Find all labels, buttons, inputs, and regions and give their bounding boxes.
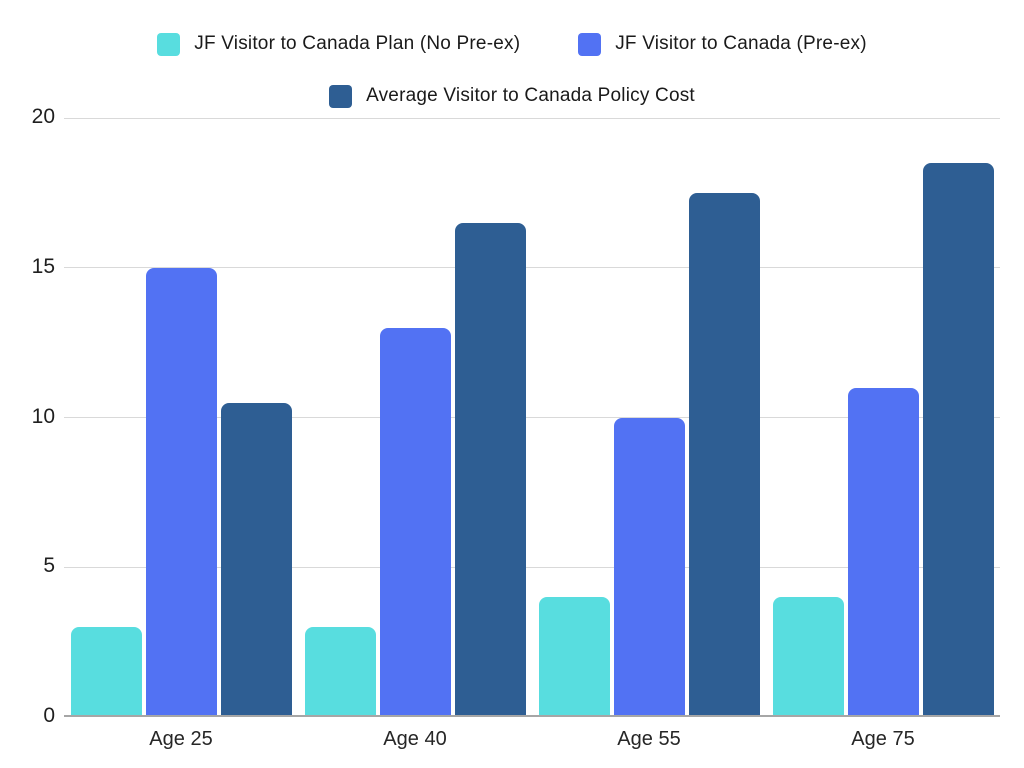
bar	[847, 387, 919, 717]
bar	[613, 417, 685, 717]
x-axis-labels: Age 25 Age 40 Age 55 Age 75	[64, 728, 1000, 751]
legend-swatch-average-icon	[329, 84, 353, 108]
plot-area	[64, 117, 1000, 717]
bar	[772, 597, 844, 717]
y-tick-label: 10	[31, 404, 55, 428]
legend-item-preex: JF Visitor to Canada (Pre-ex)	[578, 32, 867, 56]
bar	[538, 597, 610, 717]
bar	[70, 627, 142, 717]
y-axis-labels: 0 5 10 15 20	[0, 106, 55, 726]
bar-groups	[64, 118, 1000, 717]
bar	[379, 327, 451, 717]
bar	[220, 402, 292, 717]
gridline	[64, 417, 1000, 418]
legend-row-2: Average Visitor to Canada Policy Cost	[0, 82, 1024, 110]
x-tick-label: Age 40	[383, 728, 447, 750]
y-tick-label: 20	[31, 105, 55, 128]
gridline	[64, 267, 1000, 269]
gridline	[64, 566, 1000, 568]
x-tick-label: Age 75	[851, 728, 915, 750]
legend-label-no-preex: JF Visitor to Canada Plan (No Pre-ex)	[194, 33, 521, 54]
x-tick-label: Age 25	[149, 728, 213, 750]
bar	[454, 222, 526, 717]
y-tick-label: 0	[43, 704, 55, 727]
legend-label-preex: JF Visitor to Canada (Pre-ex)	[615, 33, 867, 54]
legend-item-no-preex: JF Visitor to Canada Plan (No Pre-ex)	[157, 32, 521, 56]
legend-swatch-no-preex-icon	[157, 32, 181, 56]
legend-row-1: JF Visitor to Canada Plan (No Pre-ex) JF…	[0, 30, 1024, 58]
y-tick-label: 5	[43, 554, 55, 578]
bar	[688, 192, 760, 717]
bar-group-age-25	[64, 118, 298, 717]
legend-swatch-preex-icon	[578, 32, 602, 56]
legend-item-average: Average Visitor to Canada Policy Cost	[329, 84, 695, 108]
bar-group-age-55	[532, 118, 766, 717]
bar	[304, 627, 376, 717]
bar	[922, 162, 994, 717]
chart-legend: JF Visitor to Canada Plan (No Pre-ex) JF…	[0, 30, 1024, 110]
x-tick-label: Age 55	[617, 728, 681, 750]
bar-group-age-75	[766, 118, 1000, 717]
legend-label-average: Average Visitor to Canada Policy Cost	[366, 85, 695, 106]
y-tick-label: 15	[31, 254, 55, 278]
x-axis-line	[64, 715, 1000, 717]
bar	[145, 267, 217, 717]
bar-group-age-40	[298, 118, 532, 717]
gridline	[64, 117, 1000, 119]
